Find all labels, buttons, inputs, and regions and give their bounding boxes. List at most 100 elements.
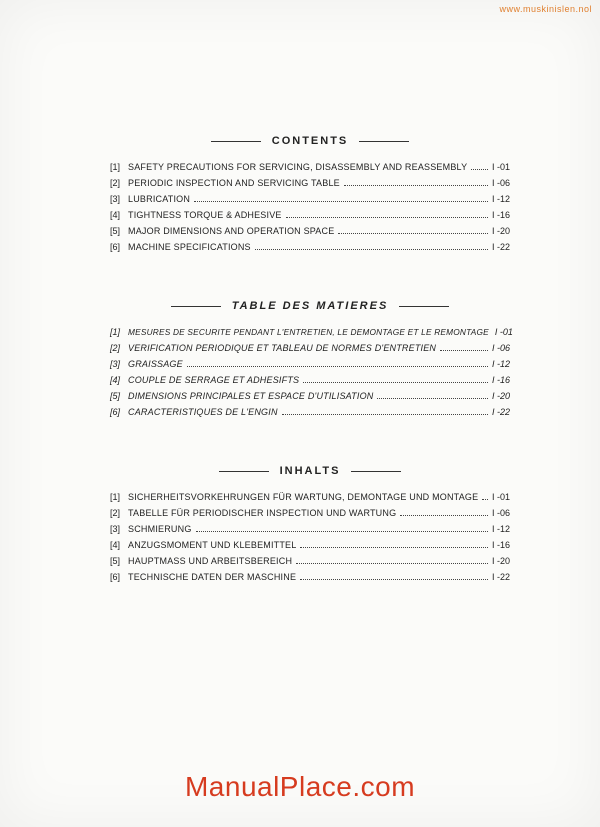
toc-label: TIGHTNESS TORQUE & ADHESIVE: [128, 210, 282, 220]
toc-page: I -01: [495, 327, 513, 337]
toc-num: [5]: [110, 391, 120, 401]
toc-num: [2]: [110, 178, 120, 188]
toc-row: [4] ANZUGSMOMENT UND KLEBEMITTEL I -16: [110, 540, 510, 550]
rule-left: [211, 141, 261, 142]
toc-dots: [303, 382, 488, 383]
section-title-inhalts: INHALTS: [110, 465, 510, 477]
toc-label: HAUPTMASS UND ARBEITSBEREICH: [128, 556, 292, 566]
toc-english: CONTENTS [1] SAFETY PRECAUTIONS FOR SERV…: [110, 135, 510, 252]
toc-row: [4] COUPLE DE SERRAGE ET ADHESIFTS I -16: [110, 375, 510, 385]
toc-label: MACHINE SPECIFICATIONS: [128, 242, 251, 252]
toc-label: CARACTERISTIQUES DE L'ENGIN: [128, 407, 278, 417]
toc-page: I -12: [492, 194, 510, 204]
toc-dots: [300, 579, 488, 580]
toc-num: [4]: [110, 540, 120, 550]
toc-row: [1] MESURES DE SECURITE PENDANT L'ENTRET…: [110, 327, 510, 337]
toc-label: TABELLE FÜR PERIODISCHER INSPECTION UND …: [128, 508, 396, 518]
toc-label: MESURES DE SECURITE PENDANT L'ENTRETIEN,…: [128, 327, 489, 337]
toc-row: [2] VERIFICATION PERIODIQUE ET TABLEAU D…: [110, 343, 510, 353]
toc-label: ANZUGSMOMENT UND KLEBEMITTEL: [128, 540, 296, 550]
toc-page: I -20: [492, 226, 510, 236]
toc-label: DIMENSIONS PRINCIPALES ET ESPACE D'UTILI…: [128, 391, 373, 401]
toc-row: [5] MAJOR DIMENSIONS AND OPERATION SPACE…: [110, 226, 510, 236]
toc-page: I -06: [492, 343, 510, 353]
toc-dots: [194, 201, 488, 202]
title-text: CONTENTS: [272, 135, 349, 147]
toc-num: [2]: [110, 508, 120, 518]
corner-url: www.muskinislen.nol: [499, 4, 592, 14]
toc-row: [5] HAUPTMASS UND ARBEITSBEREICH I -20: [110, 556, 510, 566]
toc-page: I -22: [492, 572, 510, 582]
toc-page: I -22: [492, 242, 510, 252]
scanned-page: www.muskinislen.nol CONTENTS [1] SAFETY …: [0, 0, 600, 827]
toc-label: GRAISSAGE: [128, 359, 183, 369]
toc-dots: [400, 515, 488, 516]
toc-num: [5]: [110, 226, 120, 236]
toc-label: MAJOR DIMENSIONS AND OPERATION SPACE: [128, 226, 334, 236]
toc-row: [1] SICHERHEITSVORKEHRUNGEN FÜR WARTUNG,…: [110, 492, 510, 502]
toc-label: VERIFICATION PERIODIQUE ET TABLEAU DE NO…: [128, 343, 436, 353]
toc-num: [3]: [110, 359, 120, 369]
toc-num: [6]: [110, 407, 120, 417]
toc-page: I -01: [492, 492, 510, 502]
toc-num: [3]: [110, 524, 120, 534]
toc-dots: [296, 563, 488, 564]
toc-page: I -16: [492, 375, 510, 385]
toc-label: COUPLE DE SERRAGE ET ADHESIFTS: [128, 375, 299, 385]
rule-right: [359, 141, 409, 142]
toc-row: [3] GRAISSAGE I -12: [110, 359, 510, 369]
toc-label: SICHERHEITSVORKEHRUNGEN FÜR WARTUNG, DEM…: [128, 492, 478, 502]
toc-page: I -12: [492, 524, 510, 534]
toc-row: [3] LUBRICATION I -12: [110, 194, 510, 204]
title-text: INHALTS: [280, 465, 341, 477]
section-title-contents: CONTENTS: [110, 135, 510, 147]
toc-label: PERIODIC INSPECTION AND SERVICING TABLE: [128, 178, 340, 188]
toc-dots: [196, 531, 488, 532]
toc-dots: [471, 169, 488, 170]
toc-row: [6] CARACTERISTIQUES DE L'ENGIN I -22: [110, 407, 510, 417]
toc-row: [2] PERIODIC INSPECTION AND SERVICING TA…: [110, 178, 510, 188]
toc-dots: [338, 233, 488, 234]
toc-num: [4]: [110, 375, 120, 385]
toc-num: [1]: [110, 492, 120, 502]
toc-dots: [344, 185, 488, 186]
toc-num: [5]: [110, 556, 120, 566]
toc-row: [4] TIGHTNESS TORQUE & ADHESIVE I -16: [110, 210, 510, 220]
toc-num: [1]: [110, 162, 120, 172]
toc-num: [4]: [110, 210, 120, 220]
toc-label: TECHNISCHE DATEN DER MASCHINE: [128, 572, 296, 582]
toc-page: I -22: [492, 407, 510, 417]
toc-page: I -12: [492, 359, 510, 369]
toc-label: LUBRICATION: [128, 194, 190, 204]
toc-german: INHALTS [1] SICHERHEITSVORKEHRUNGEN FÜR …: [110, 465, 510, 582]
toc-num: [6]: [110, 572, 120, 582]
rule-right: [351, 471, 401, 472]
toc-row: [6] MACHINE SPECIFICATIONS I -22: [110, 242, 510, 252]
toc-row: [1] SAFETY PRECAUTIONS FOR SERVICING, DI…: [110, 162, 510, 172]
toc-row: [5] DIMENSIONS PRINCIPALES ET ESPACE D'U…: [110, 391, 510, 401]
toc-french: TABLE DES MATIERES [1] MESURES DE SECURI…: [110, 300, 510, 417]
toc-dots: [300, 547, 488, 548]
toc-dots: [282, 414, 488, 415]
toc-row: [6] TECHNISCHE DATEN DER MASCHINE I -22: [110, 572, 510, 582]
toc-num: [1]: [110, 327, 120, 337]
toc-page: I -20: [492, 391, 510, 401]
rule-left: [171, 306, 221, 307]
toc-dots: [440, 350, 488, 351]
toc-label: SCHMIERUNG: [128, 524, 192, 534]
rule-left: [219, 471, 269, 472]
toc-dots: [255, 249, 488, 250]
rule-right: [399, 306, 449, 307]
toc-num: [2]: [110, 343, 120, 353]
toc-page: I -16: [492, 210, 510, 220]
toc-page: I -01: [492, 162, 510, 172]
toc-page: I -16: [492, 540, 510, 550]
toc-page: I -20: [492, 556, 510, 566]
section-title-matieres: TABLE DES MATIERES: [110, 300, 510, 312]
toc-page: I -06: [492, 178, 510, 188]
toc-dots: [286, 217, 488, 218]
toc-dots: [482, 499, 488, 500]
toc-page: I -06: [492, 508, 510, 518]
toc-row: [3] SCHMIERUNG I -12: [110, 524, 510, 534]
title-text: TABLE DES MATIERES: [232, 300, 389, 312]
